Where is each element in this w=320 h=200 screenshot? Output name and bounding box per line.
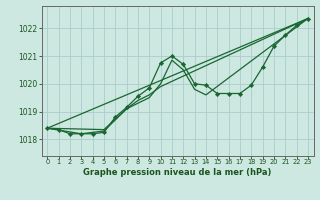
X-axis label: Graphe pression niveau de la mer (hPa): Graphe pression niveau de la mer (hPa) — [84, 168, 272, 177]
